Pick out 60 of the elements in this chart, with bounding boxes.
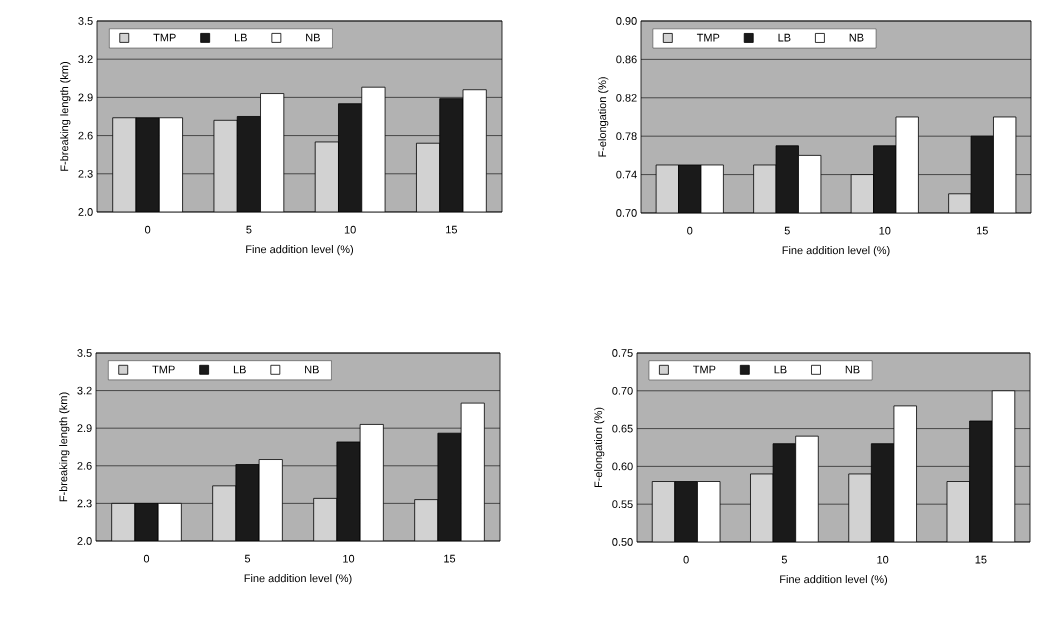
y-tick-label: 0.90 bbox=[616, 17, 637, 25]
x-tick-label: 5 bbox=[246, 225, 252, 234]
x-tick-label: 10 bbox=[343, 554, 355, 563]
y-tick-label: 0.70 bbox=[616, 209, 637, 217]
x-axis-title: Fine addition level (%) bbox=[246, 245, 354, 256]
y-axis-title: F-elongation (%) bbox=[594, 407, 605, 488]
y-tick-label: 3.2 bbox=[77, 386, 92, 395]
legend-label: LB bbox=[774, 365, 787, 374]
y-tick-label: 0.70 bbox=[612, 386, 633, 395]
y-tick-label: 2.9 bbox=[77, 424, 92, 433]
x-axis-title: Fine addition level (%) bbox=[244, 574, 352, 585]
legend-label: NB bbox=[849, 33, 864, 42]
legend-label: TMP bbox=[693, 365, 716, 374]
x-tick-label: 0 bbox=[145, 225, 151, 234]
x-tick-label: 15 bbox=[446, 225, 458, 234]
x-tick-label: 0 bbox=[143, 554, 150, 563]
y-tick-label: 0.82 bbox=[616, 93, 637, 102]
y-axis-title: F-breaking length (km) bbox=[60, 62, 71, 171]
x-tick-label: 0 bbox=[683, 555, 689, 564]
legend-label: TMP bbox=[152, 365, 175, 374]
y-axis-title: F-elongation (%) bbox=[598, 77, 609, 157]
legend-label: LB bbox=[778, 33, 791, 42]
y-tick-label: 3.5 bbox=[78, 17, 93, 25]
y-tick-label: 0.74 bbox=[616, 170, 637, 179]
y-tick-label: 2.3 bbox=[78, 169, 93, 178]
x-tick-label: 5 bbox=[781, 555, 787, 564]
x-axis-title: Fine addition level (%) bbox=[782, 246, 890, 257]
x-axis-title: Fine addition level (%) bbox=[780, 575, 888, 586]
y-axis-title: F-breaking length (km) bbox=[59, 392, 70, 502]
y-tick-label: 0.86 bbox=[616, 55, 637, 64]
x-tick-label: 10 bbox=[879, 226, 891, 235]
x-tick-label: 15 bbox=[975, 555, 987, 564]
y-tick-label: 2.9 bbox=[78, 93, 93, 102]
legend-label: LB bbox=[233, 365, 246, 374]
legend-label: LB bbox=[234, 33, 247, 42]
x-tick-label: 5 bbox=[784, 226, 790, 235]
x-tick-label: 10 bbox=[344, 225, 356, 234]
y-tick-label: 0.65 bbox=[612, 424, 633, 433]
y-tick-label: 2.0 bbox=[77, 537, 92, 545]
y-tick-label: 0.50 bbox=[612, 538, 633, 546]
legend-label: NB bbox=[305, 365, 319, 374]
y-tick-label: 3.2 bbox=[78, 55, 93, 64]
y-tick-label: 2.3 bbox=[77, 499, 92, 508]
x-tick-label: 0 bbox=[687, 226, 693, 235]
legend-label: TMP bbox=[153, 33, 176, 42]
y-tick-label: 2.6 bbox=[78, 131, 93, 140]
legend-label: TMP bbox=[696, 33, 720, 42]
x-tick-label: 10 bbox=[877, 555, 889, 564]
y-tick-label: 0.60 bbox=[612, 462, 633, 471]
x-tick-label: 5 bbox=[244, 554, 251, 563]
y-tick-label: 3.5 bbox=[77, 349, 92, 357]
legend-label: NB bbox=[306, 33, 320, 42]
y-tick-label: 0.75 bbox=[612, 349, 633, 357]
y-tick-label: 0.78 bbox=[616, 132, 637, 141]
legend-label: NB bbox=[845, 365, 860, 374]
y-tick-label: 2.6 bbox=[77, 461, 92, 470]
x-tick-label: 15 bbox=[977, 226, 988, 235]
x-tick-label: 15 bbox=[444, 554, 456, 563]
y-tick-label: 0.55 bbox=[612, 500, 633, 509]
y-tick-label: 2.0 bbox=[78, 208, 93, 216]
